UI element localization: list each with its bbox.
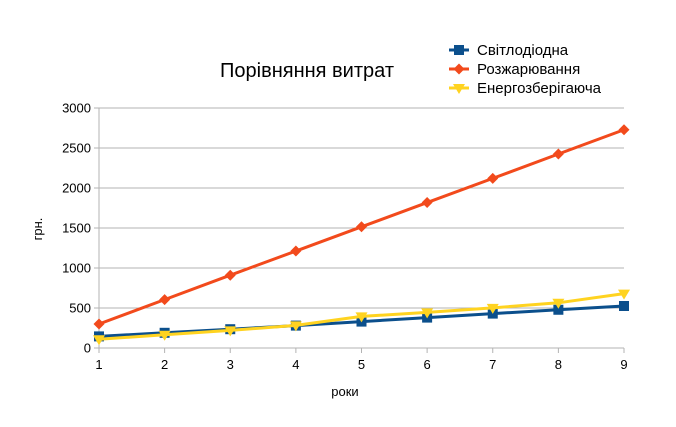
data-point (553, 304, 564, 315)
data-point (93, 318, 105, 330)
x-tick-label: 9 (620, 357, 627, 372)
legend-marker (453, 84, 465, 94)
y-tick-label: 3000 (62, 101, 91, 116)
x-tick-label: 8 (555, 357, 562, 372)
chart-title: Порівняння витрат (220, 60, 394, 82)
x-tick-label: 7 (489, 357, 496, 372)
data-point (552, 148, 564, 160)
data-point (159, 294, 171, 306)
legend-label: Енергозберігаюча (477, 80, 602, 97)
data-point (93, 335, 105, 346)
legend-label: Світлодіодна (477, 42, 569, 59)
legend-item: Світлодіодна (449, 42, 569, 59)
y-tick-label: 1000 (62, 261, 91, 276)
legend-marker (453, 63, 465, 75)
data-point (290, 245, 302, 257)
x-tick-label: 2 (161, 357, 168, 372)
data-point (158, 330, 171, 341)
x-tick-label: 1 (95, 357, 102, 372)
legend: Світлодіодна Розжарювання Енергозберігаюча (449, 42, 602, 97)
data-point (486, 303, 499, 314)
data-point (618, 124, 630, 136)
y-tick-label: 0 (84, 341, 91, 356)
legend-item: Розжарювання (449, 61, 580, 78)
series-1 (93, 124, 630, 330)
x-tick-label: 6 (424, 357, 431, 372)
data-point (289, 321, 302, 332)
legend-item: Енергозберігаюча (449, 80, 602, 97)
x-tick-label: 5 (358, 357, 365, 372)
data-point (421, 308, 434, 319)
y-tick-label: 2000 (62, 181, 91, 196)
x-tick-label: 3 (227, 357, 234, 372)
data-point (224, 326, 237, 337)
y-tick-label: 2500 (62, 141, 91, 156)
y-tick-label: 1500 (62, 221, 91, 236)
series-2 (93, 289, 630, 346)
x-tick-label: 4 (292, 357, 299, 372)
data-point (487, 172, 499, 184)
legend-marker (454, 45, 464, 55)
axis-layer: 0 500 1000 1500 2000 2500 3000 1 2 3 4 5 6 7 8 9 (62, 101, 628, 373)
y-tick-label: 500 (69, 301, 91, 316)
data-point (552, 298, 565, 309)
grid-layer (99, 107, 624, 349)
data-point (619, 301, 629, 311)
series-layer (93, 124, 630, 346)
legend-label: Розжарювання (477, 61, 580, 78)
data-point (224, 269, 236, 281)
y-axis-title: грн. (30, 218, 45, 241)
label-layer: Порівняння витрат роки грн. (30, 60, 394, 399)
data-point (618, 289, 630, 300)
x-axis-title: роки (331, 384, 358, 399)
data-point (356, 221, 367, 233)
data-point (421, 197, 433, 209)
data-point (355, 312, 368, 323)
